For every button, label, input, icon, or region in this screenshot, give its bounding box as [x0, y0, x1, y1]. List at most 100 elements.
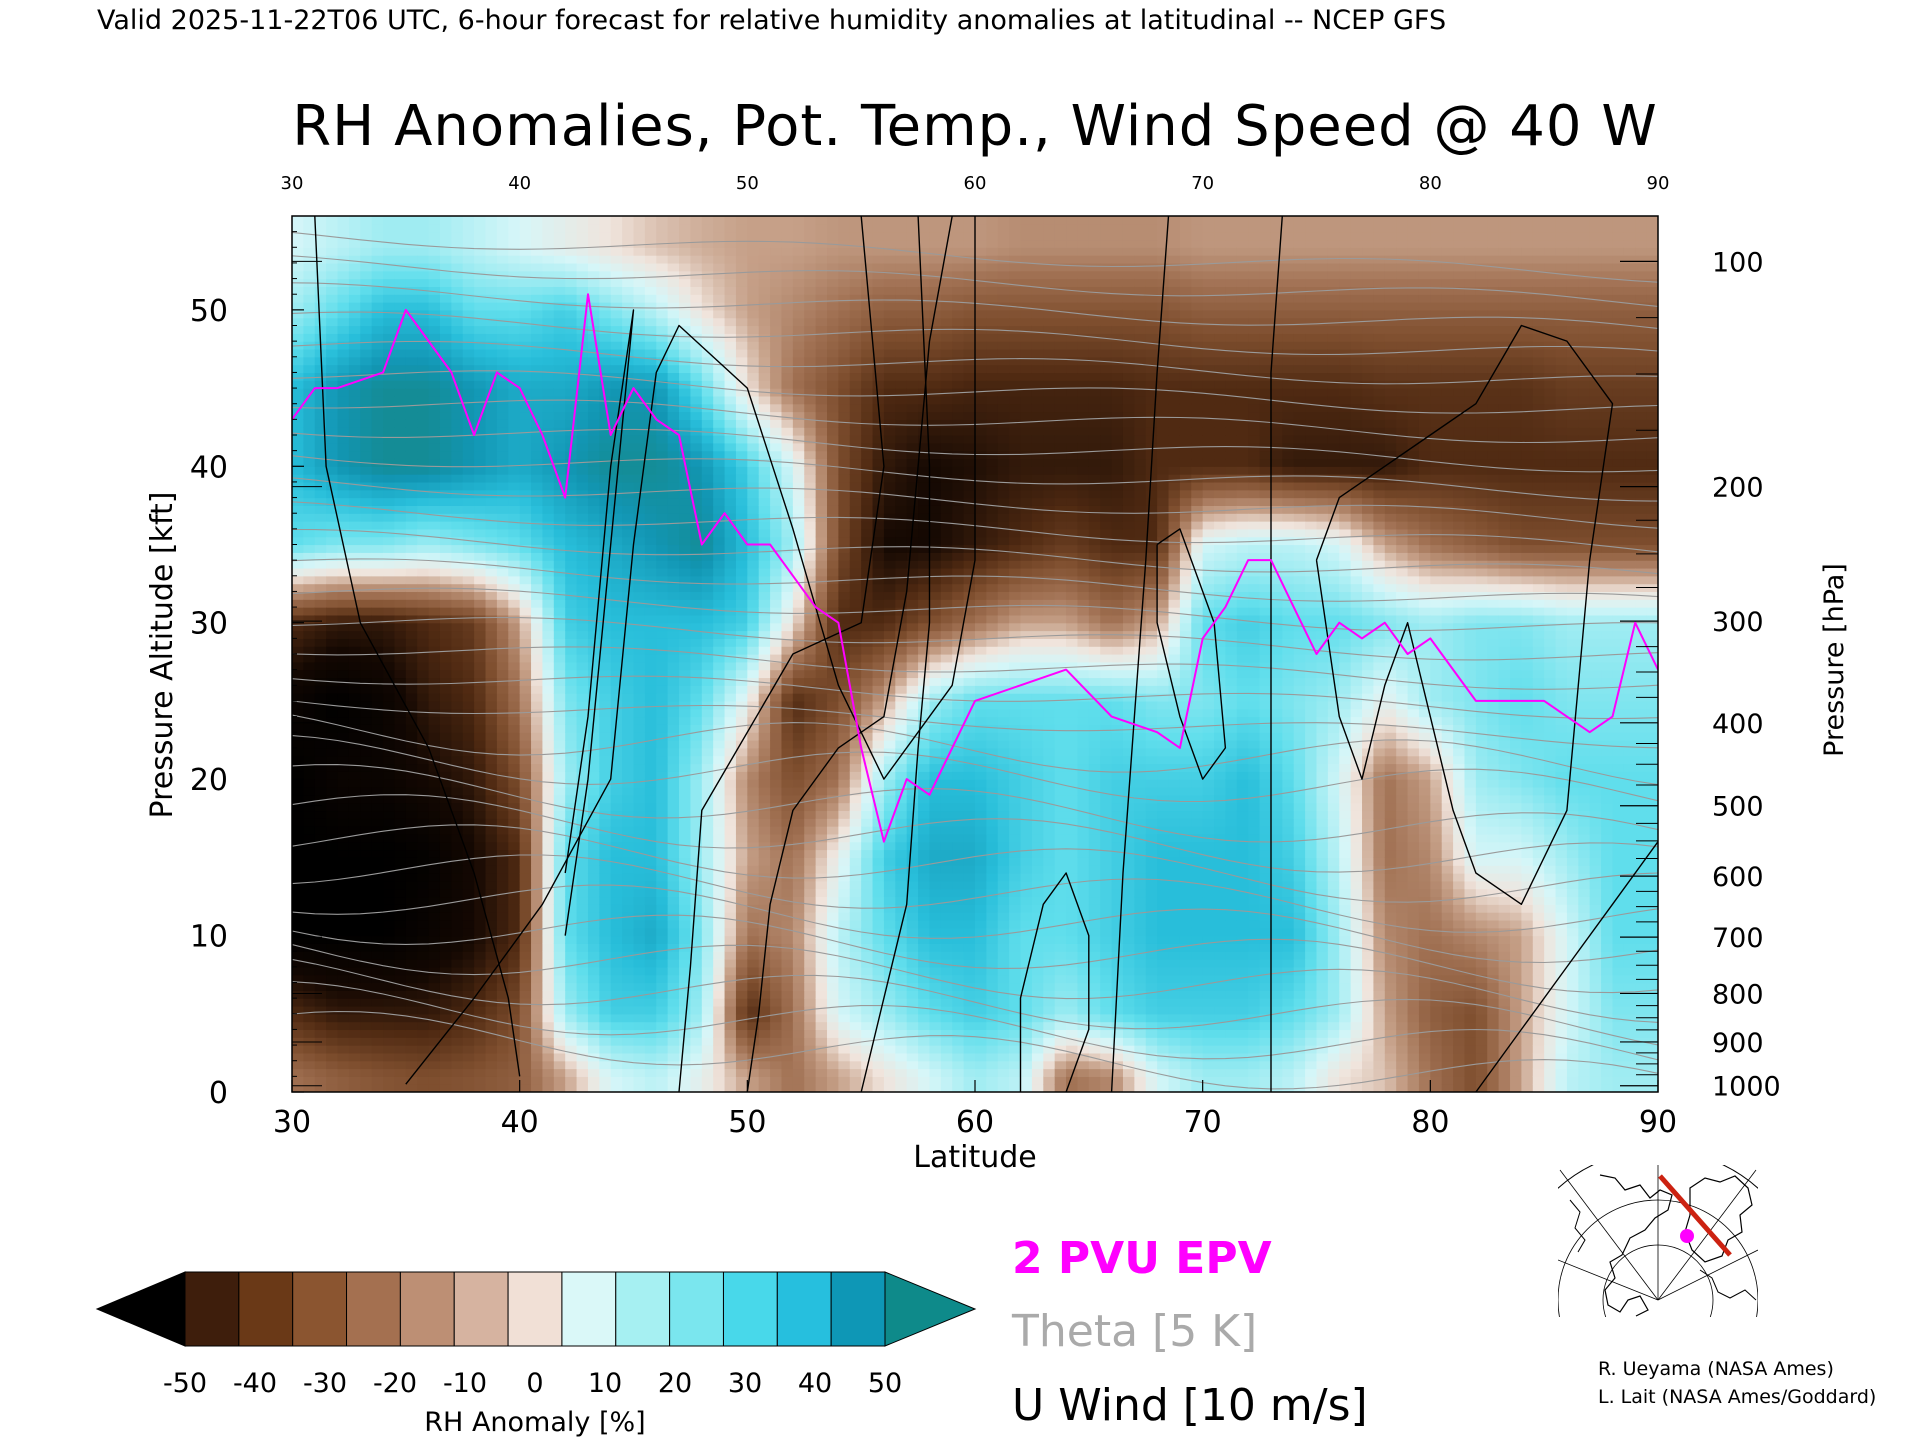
heatmap-cell [462, 1084, 475, 1092]
heatmap-cell [314, 255, 327, 264]
heatmap-cell [633, 591, 646, 600]
heatmap-cell [451, 435, 464, 444]
heatmap-cell [292, 450, 304, 460]
heatmap-cell [610, 364, 623, 374]
heatmap-cell [610, 1076, 623, 1085]
heatmap-cell [599, 333, 612, 342]
heatmap-cell [292, 1005, 304, 1015]
heatmap-cell [348, 1021, 361, 1031]
heatmap-cell [485, 693, 498, 702]
heatmap-cell [383, 294, 396, 303]
heatmap-cell [519, 1029, 532, 1038]
heatmap-cell [337, 216, 350, 225]
heatmap-cell [405, 325, 418, 334]
heatmap-cell [337, 1084, 350, 1092]
heatmap-cell [474, 364, 487, 374]
heatmap-cell [531, 333, 544, 342]
heatmap-cell [394, 552, 407, 561]
heatmap-cell [292, 700, 304, 710]
heatmap-cell [633, 763, 646, 772]
heatmap-cell [758, 1021, 771, 1031]
heatmap-cell [713, 708, 726, 718]
heatmap-cell [371, 411, 384, 420]
heatmap-cell [667, 943, 680, 952]
heatmap-cell [531, 521, 544, 530]
heatmap-cell [485, 943, 498, 952]
heatmap-cell [508, 348, 521, 358]
heatmap-cell [314, 630, 327, 639]
heatmap-cell [428, 1068, 441, 1077]
heatmap-cell [405, 302, 418, 311]
heatmap-cell [439, 419, 452, 428]
heatmap-cell [792, 567, 805, 577]
heatmap-cell [451, 685, 464, 694]
heatmap-cell [496, 270, 509, 280]
heatmap-cell [394, 286, 407, 295]
heatmap-cell [656, 388, 669, 397]
heatmap-cell [656, 935, 669, 944]
heatmap-cell [747, 309, 760, 319]
heatmap-cell [735, 419, 748, 428]
heatmap-cell [394, 309, 407, 319]
heatmap-cell [542, 1052, 555, 1062]
heatmap-cell [326, 231, 339, 241]
heatmap-cell [565, 450, 578, 460]
heatmap-cell [690, 216, 703, 225]
heatmap-cell [701, 583, 714, 593]
heatmap-cell [337, 599, 350, 608]
heatmap-cell [553, 810, 566, 819]
heatmap-cell [735, 1005, 748, 1015]
heatmap-cell [405, 216, 418, 225]
heatmap-cell [770, 364, 783, 374]
heatmap-cell [610, 544, 623, 553]
heatmap-cell [781, 771, 794, 780]
heatmap-cell [326, 466, 339, 475]
heatmap-cell [690, 567, 703, 577]
heatmap-cell [292, 865, 304, 874]
heatmap-cell [348, 708, 361, 718]
heatmap-cell [701, 896, 714, 905]
heatmap-cell [747, 771, 760, 780]
heatmap-cell [531, 802, 544, 812]
heatmap-cell [371, 348, 384, 358]
heatmap-cell [417, 255, 430, 264]
heatmap-cell [758, 294, 771, 303]
heatmap-cell [713, 294, 726, 303]
heatmap-cell [531, 599, 544, 608]
heatmap-cell [644, 560, 657, 569]
heatmap-cell [792, 700, 805, 710]
heatmap-cell [690, 630, 703, 639]
heatmap-cell [508, 403, 521, 413]
heatmap-cell [462, 521, 475, 530]
heatmap-cell [383, 646, 396, 655]
heatmap-cell [610, 1052, 623, 1062]
heatmap-cell [690, 661, 703, 671]
heatmap-cell [565, 466, 578, 475]
heatmap-cell [758, 849, 771, 858]
heatmap-cell [735, 841, 748, 851]
heatmap-cell [724, 341, 737, 350]
heatmap-cell [519, 1013, 532, 1023]
heatmap-cell [519, 646, 532, 655]
heatmap-cell [485, 278, 498, 287]
heatmap-cell [599, 849, 612, 858]
heatmap-cell [417, 802, 430, 812]
heatmap-cell [383, 912, 396, 921]
heatmap-cell [496, 364, 509, 374]
heatmap-cell [314, 654, 327, 663]
heatmap-cell [485, 333, 498, 342]
heatmap-cell [383, 270, 396, 280]
heatmap-cell [770, 1005, 783, 1015]
heatmap-cell [485, 826, 498, 835]
heatmap-cell [508, 912, 521, 921]
heatmap-cell [496, 333, 509, 342]
heatmap-cell [508, 677, 521, 686]
heatmap-cell [690, 669, 703, 679]
heatmap-cell [690, 364, 703, 374]
heatmap-cell [439, 560, 452, 569]
heatmap-cell [542, 1068, 555, 1077]
heatmap-cell [781, 794, 794, 804]
heatmap-cell [417, 622, 430, 632]
heatmap-cell [747, 896, 760, 905]
heatmap-cell [542, 1029, 555, 1038]
